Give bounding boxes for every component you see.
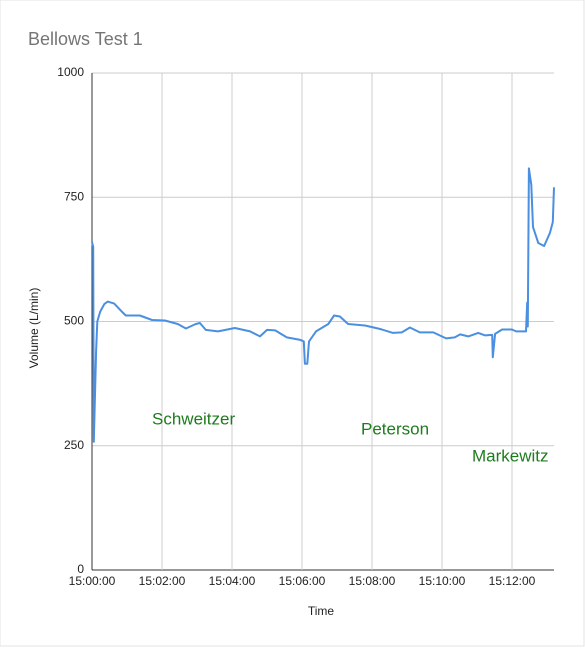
x-tick-label: 15:08:00 xyxy=(349,574,396,588)
y-tick-label: 750 xyxy=(64,189,84,203)
y-tick-label: 250 xyxy=(64,438,84,452)
x-tick-label: 15:12:00 xyxy=(489,574,536,588)
y-tick-label: 500 xyxy=(64,314,84,328)
y-tick-label: 0 xyxy=(77,562,84,576)
y-axis-label: Volume (L/min) xyxy=(27,288,41,369)
x-tick-label: 15:06:00 xyxy=(279,574,326,588)
chart-title: Bellows Test 1 xyxy=(28,29,143,49)
x-axis-label: Time xyxy=(308,604,335,618)
x-tick-label: 15:04:00 xyxy=(209,574,256,588)
annotation: Peterson xyxy=(361,419,429,438)
annotation: Schweitzer xyxy=(152,409,235,428)
x-tick-label: 15:02:00 xyxy=(139,574,186,588)
data-line xyxy=(91,167,555,443)
annotation: Markewitz xyxy=(472,446,549,465)
x-tick-label: 15:00:00 xyxy=(69,574,116,588)
x-tick-label: 15:10:00 xyxy=(419,574,466,588)
y-tick-label: 1000 xyxy=(57,65,84,79)
